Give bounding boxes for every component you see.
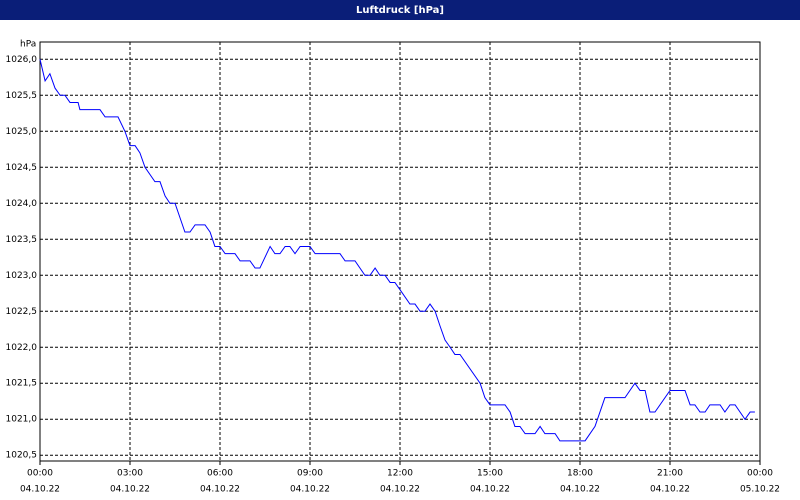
x-tick-label: 15:00 (477, 469, 503, 479)
x-tick-label: 00:00 (27, 469, 53, 479)
y-tick-label: 1021,5 (6, 379, 38, 389)
chart-title: Luftdruck [hPa] (356, 5, 444, 16)
x-tick-date: 05.10.22 (740, 485, 780, 495)
y-tick-label: 1025,0 (6, 127, 38, 137)
x-tick-label: 06:00 (207, 469, 233, 479)
x-tick-date: 04.10.22 (380, 485, 420, 495)
x-tick-date: 04.10.22 (650, 485, 690, 495)
y-tick-label: 1023,0 (6, 271, 38, 281)
data-line (39, 59, 755, 442)
plot-frame (39, 41, 761, 462)
y-tick-label: 1023,5 (6, 235, 38, 245)
y-axis-label: hPa (20, 40, 36, 50)
y-tick-label: 1021,0 (6, 415, 38, 425)
x-tick-date: 04.10.22 (200, 485, 240, 495)
y-tick-label: 1020,5 (6, 451, 38, 461)
x-tick-label: 12:00 (387, 469, 413, 479)
y-tick-label: 1025,5 (6, 91, 38, 101)
y-tick-label: 1022,5 (6, 307, 38, 317)
y-tick-label: 1024,5 (6, 163, 38, 173)
y-tick-label: 1026,0 (6, 55, 38, 65)
x-tick-date: 04.10.22 (20, 485, 60, 495)
x-tick-label: 18:00 (567, 469, 593, 479)
x-tick-date: 04.10.22 (290, 485, 330, 495)
x-tick-label: 21:00 (657, 469, 683, 479)
y-tick-label: 1022,0 (6, 343, 38, 353)
y-tick-label: 1024,0 (6, 199, 38, 209)
x-tick-label: 09:00 (297, 469, 323, 479)
title-bar (0, 0, 800, 20)
x-tick-date: 04.10.22 (470, 485, 510, 495)
x-tick-date: 04.10.22 (110, 485, 150, 495)
x-tick-label: 00:00 (747, 469, 773, 479)
x-tick-label: 03:00 (117, 469, 143, 479)
x-tick-date: 04.10.22 (560, 485, 600, 495)
